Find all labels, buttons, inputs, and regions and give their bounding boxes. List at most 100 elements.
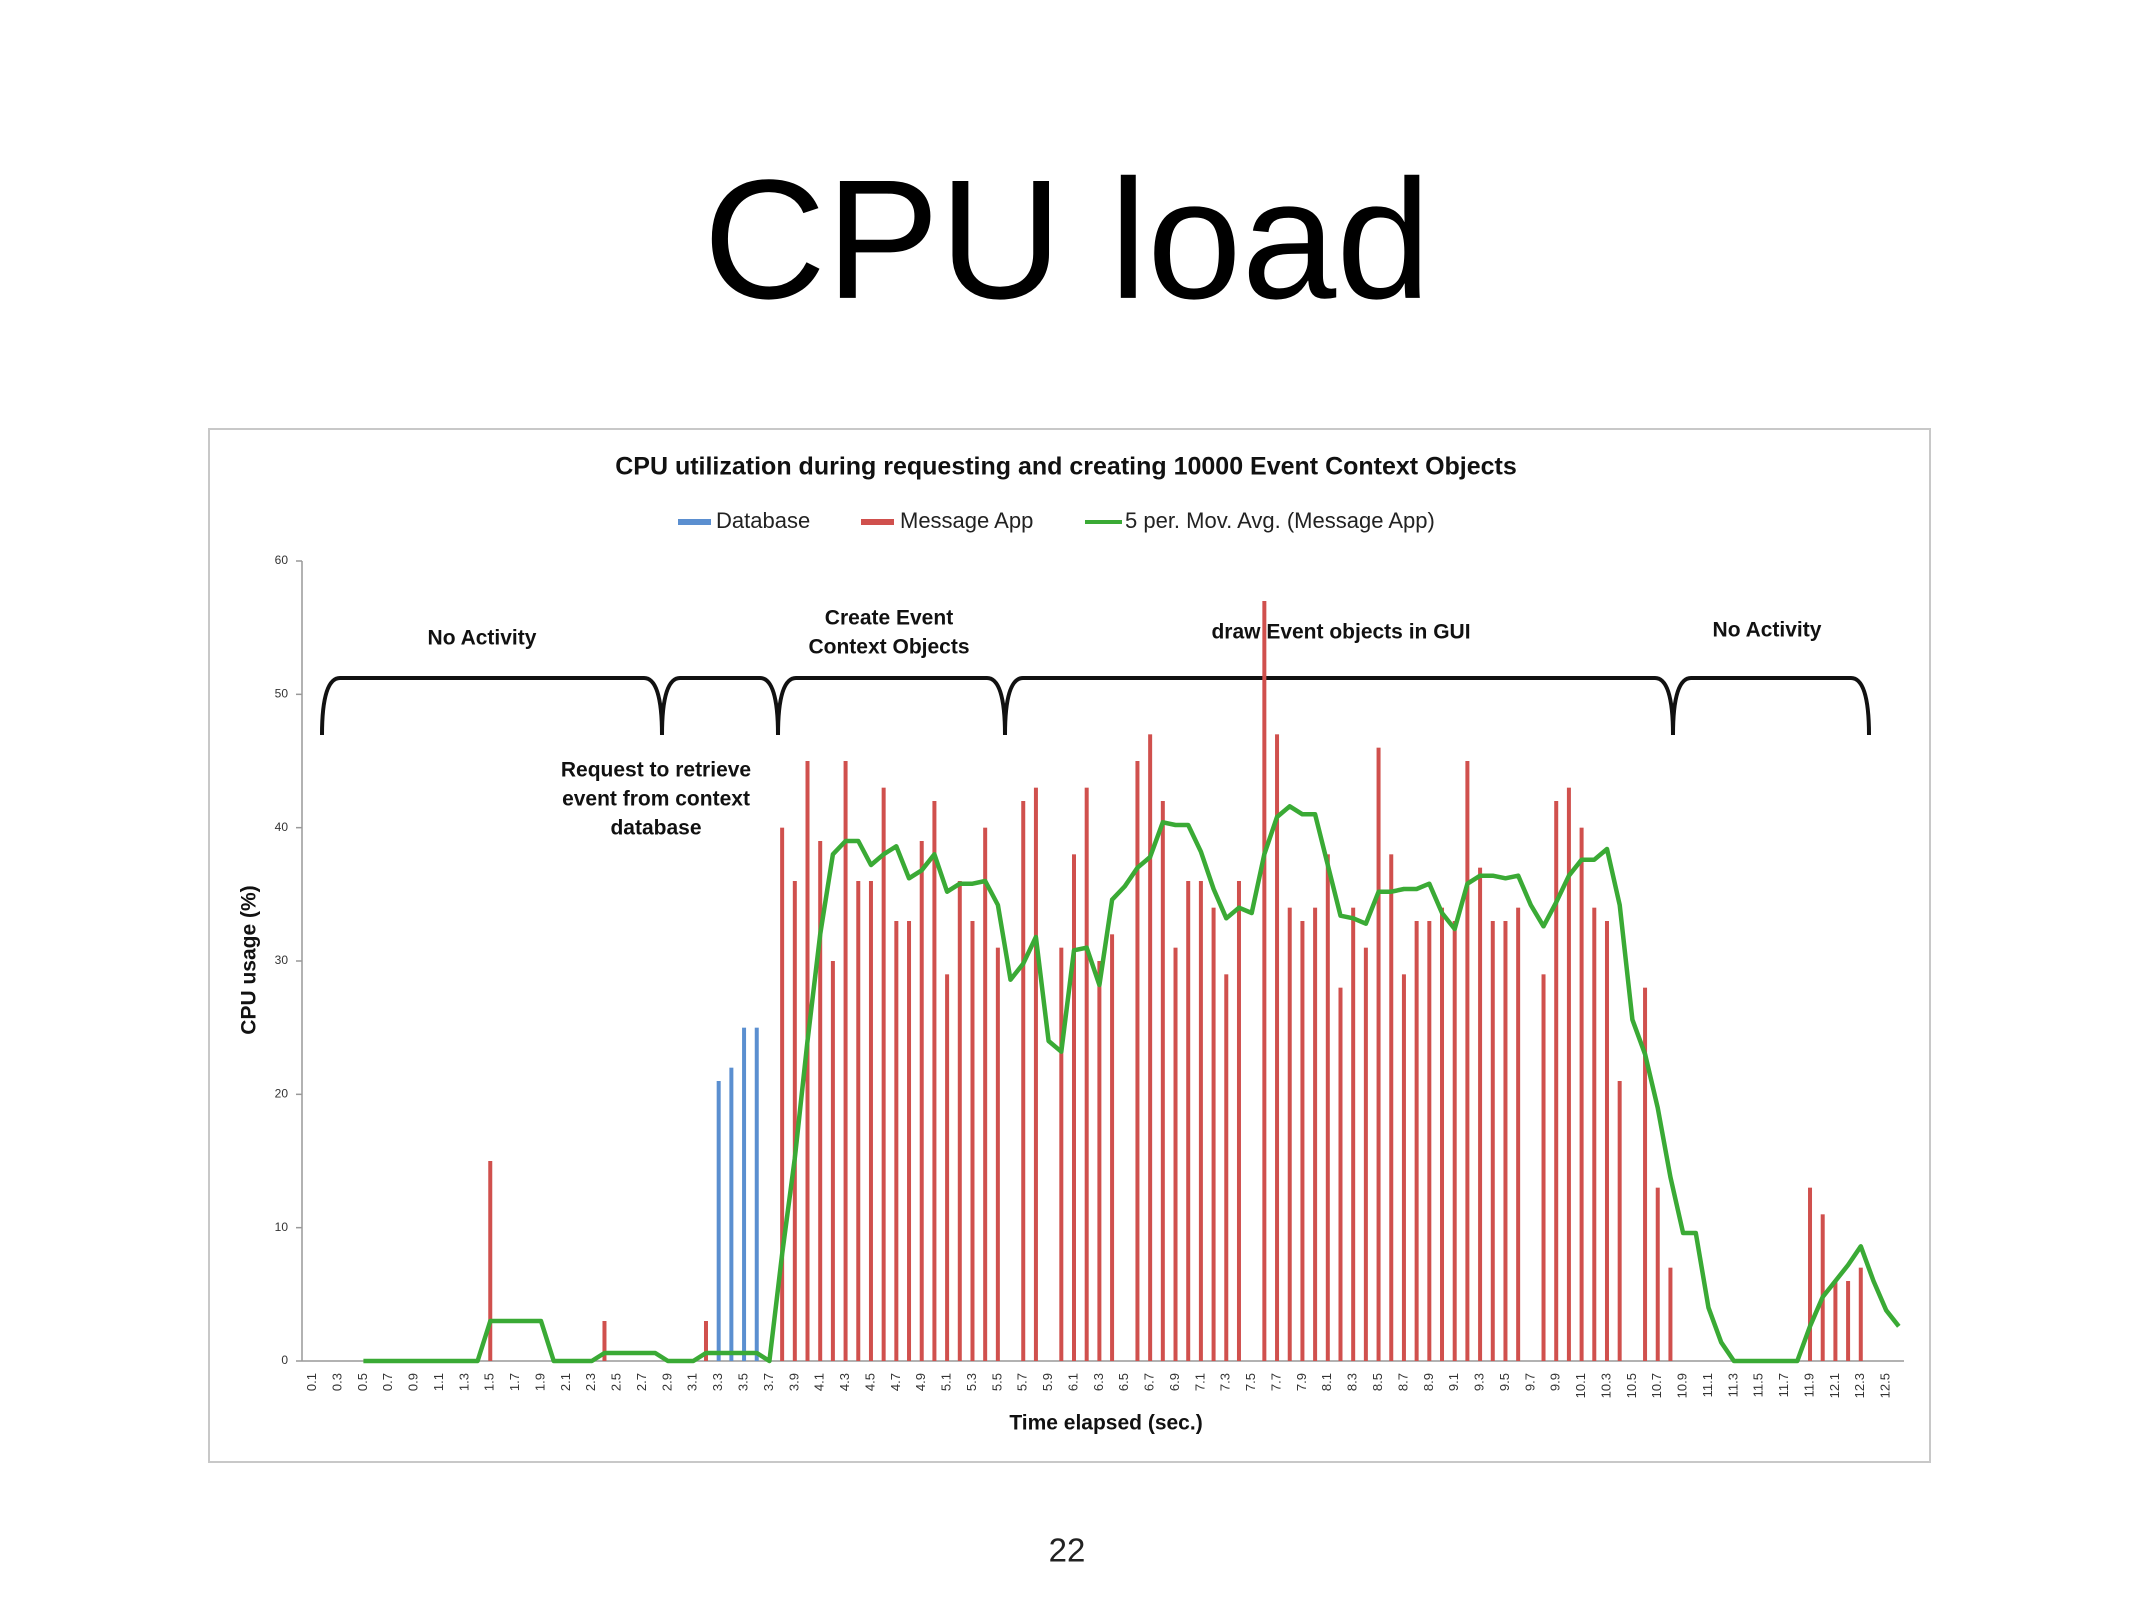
x-tick-label: 4.1 [812,1373,827,1391]
x-tick-label: 11.1 [1700,1373,1715,1397]
bar [932,801,937,1361]
bar [1414,921,1419,1361]
bar [1858,1267,1863,1361]
bar [742,1027,747,1361]
x-tick-label: 11.5 [1751,1373,1766,1397]
x-tick-label: 10.5 [1624,1373,1639,1398]
x-tick-label: 3.5 [735,1373,750,1391]
bar [843,761,848,1361]
x-tick-label: 1.1 [431,1373,446,1391]
x-tick-label: 10.3 [1598,1373,1613,1398]
bar [1110,934,1115,1361]
x-tick-label: 0.1 [304,1373,319,1391]
y-tick-label: 30 [275,953,289,967]
bar [1236,881,1241,1361]
bar [830,961,835,1361]
bar [1198,881,1203,1361]
x-tick-label: 1.3 [456,1373,471,1391]
x-tick-label: 12.1 [1827,1373,1842,1398]
bar [1338,987,1343,1361]
line [363,804,1901,1364]
x-tick-label: 6.3 [1091,1373,1106,1391]
x-tick-label: 5.9 [1040,1373,1055,1391]
x-tick-label: 2.5 [609,1373,624,1391]
x-tick-label: 11.9 [1801,1373,1816,1397]
x-tick-label: 7.7 [1268,1373,1283,1391]
x-tick-label: 4.7 [888,1373,903,1391]
x-tick-label: 9.5 [1497,1373,1512,1391]
bar [1224,974,1229,1361]
x-tick-label: 3.7 [761,1373,776,1391]
x-tick-label: 2.3 [583,1373,598,1391]
x-tick-label: 6.7 [1142,1373,1157,1391]
x-tick-label: 1.5 [482,1373,497,1391]
bar [1516,907,1521,1361]
bar [1262,601,1267,1361]
x-tick-label: 5.7 [1015,1373,1030,1391]
x-tick-label: 0.7 [380,1373,395,1391]
x-tick-label: 5.1 [939,1373,954,1391]
bar [1300,921,1305,1361]
x-tick-label: 10.7 [1649,1373,1664,1398]
y-tick-label: 40 [275,820,289,834]
bar [1478,867,1483,1361]
bar [945,974,950,1361]
y-tick-label: 50 [275,687,289,701]
annotation: Create Event [825,607,953,630]
y-tick-label: 60 [275,553,289,567]
slide-title: CPU load [703,145,1431,335]
x-tick-label: 11.7 [1776,1373,1791,1397]
bar [1808,1187,1813,1361]
x-tick-label: 1.7 [507,1373,522,1391]
bar [1186,881,1191,1361]
y-axis-label: CPU usage (%) [238,885,261,1034]
bar [1376,747,1381,1361]
annotation: Request to retrieve [561,759,751,782]
brace [660,676,780,736]
bar [856,881,861,1361]
bar [754,1027,759,1361]
bar [1287,907,1292,1361]
x-tick-label: 9.9 [1548,1373,1563,1391]
bar [1846,1281,1851,1361]
bar [1820,1214,1825,1361]
annotation: No Activity [1713,619,1822,642]
x-tick-label: 8.7 [1395,1373,1410,1391]
bar [1275,734,1280,1361]
bar [1135,761,1140,1361]
bar [1325,854,1330,1361]
bar [1541,974,1546,1361]
bar [716,1081,721,1361]
x-tick-label: 5.5 [989,1373,1004,1391]
x-tick-label: 12.5 [1878,1373,1893,1398]
x-tick-label: 3.3 [710,1373,725,1391]
x-tick-label: 9.1 [1446,1373,1461,1391]
bar [488,1161,493,1361]
x-tick-label: 9.3 [1472,1373,1487,1391]
bar [1173,947,1178,1361]
x-tick-label: 5.3 [964,1373,979,1391]
brace [1003,676,1675,736]
bar [1554,801,1559,1361]
x-tick-label: 8.9 [1421,1373,1436,1391]
x-tick-label: 2.9 [659,1373,674,1391]
bar [1465,761,1470,1361]
bar [957,881,962,1361]
bar [1579,827,1584,1361]
x-tick-label: 1.9 [532,1373,547,1391]
bar [1021,801,1026,1361]
x-tick-label: 10.9 [1675,1373,1690,1398]
bar [1668,1267,1673,1361]
x-tick-label: 6.1 [1065,1373,1080,1391]
annotation: draw Event objects in GUI [1211,621,1470,644]
bar [970,921,975,1361]
x-tick-label: 7.5 [1243,1373,1258,1391]
bar [1401,974,1406,1361]
annotation: database [610,817,701,840]
annotation: No Activity [428,627,537,650]
bar [919,841,924,1361]
bar [792,881,797,1361]
x-tick-label: 3.9 [786,1373,801,1391]
